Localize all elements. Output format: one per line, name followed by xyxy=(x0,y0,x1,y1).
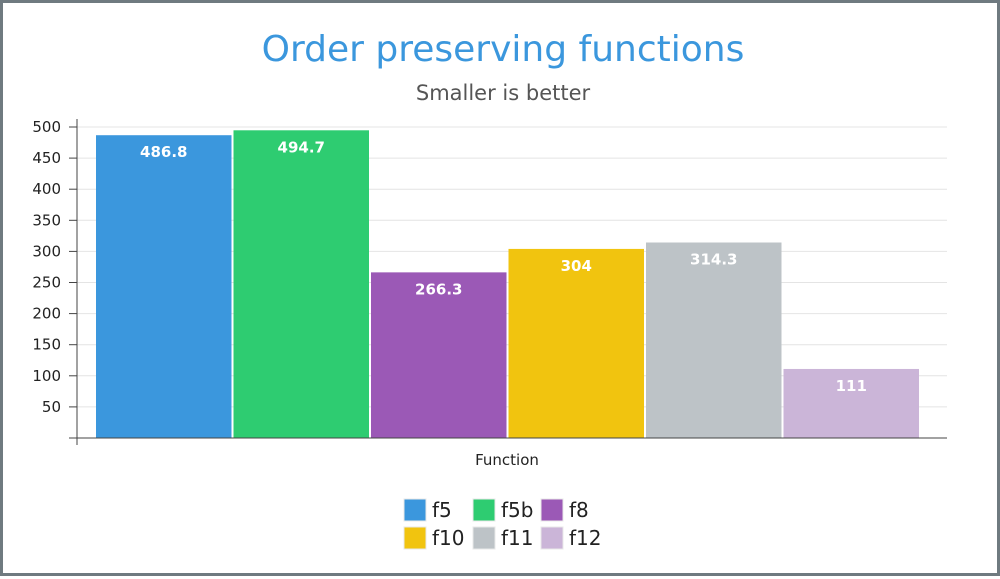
legend-item-f11: f11 xyxy=(501,526,534,550)
bar-value-label: 266.3 xyxy=(415,280,462,298)
x-axis-label: Function xyxy=(475,451,539,469)
bar-f12 xyxy=(783,368,919,438)
legend-swatch-f12 xyxy=(540,526,564,550)
legend: f5 f5b f8 f10 f11 f12 xyxy=(403,498,602,550)
y-tick-label: 450 xyxy=(32,149,61,167)
legend-swatch-f10 xyxy=(403,526,427,550)
bars: 486.8 494.7 266.3 304 314.3 111 xyxy=(96,130,919,439)
legend-item-f8: f8 xyxy=(569,498,589,522)
legend-item-f12: f12 xyxy=(569,526,602,550)
legend-swatch-f5 xyxy=(403,498,427,522)
y-tick-label: 200 xyxy=(32,305,61,323)
y-tick-label: 150 xyxy=(32,336,61,354)
bar-value-label: 304 xyxy=(561,257,592,275)
chart: Order preserving functions Smaller is be… xyxy=(32,29,947,550)
y-tick-label: 300 xyxy=(32,242,61,260)
bar-f5b xyxy=(233,130,369,438)
legend-item-f5b: f5b xyxy=(501,498,533,522)
legend-swatch-f11 xyxy=(472,526,496,550)
chart-title: Order preserving functions xyxy=(262,29,745,70)
bar-value-label: 111 xyxy=(836,377,867,395)
bar-f11 xyxy=(646,242,782,438)
y-axis-ticks: 50 100 150 200 250 300 350 400 450 500 xyxy=(32,118,77,416)
bar-f5 xyxy=(96,135,232,439)
y-tick-label: 100 xyxy=(32,367,61,385)
legend-swatch-f8 xyxy=(540,498,564,522)
y-tick-label: 500 xyxy=(32,118,61,136)
y-tick-label: 350 xyxy=(32,211,61,229)
chart-subtitle: Smaller is better xyxy=(416,81,591,105)
y-tick-label: 50 xyxy=(42,398,61,416)
bar-value-label: 314.3 xyxy=(690,251,737,269)
legend-item-f5: f5 xyxy=(432,498,452,522)
y-tick-label: 400 xyxy=(32,180,61,198)
bar-value-label: 486.8 xyxy=(140,143,187,161)
bar-f10 xyxy=(508,248,644,438)
bar-value-label: 494.7 xyxy=(278,138,325,156)
legend-item-f10: f10 xyxy=(432,526,465,550)
legend-swatch-f5b xyxy=(472,498,496,522)
bar-f8 xyxy=(371,272,507,438)
y-tick-label: 250 xyxy=(32,274,61,292)
